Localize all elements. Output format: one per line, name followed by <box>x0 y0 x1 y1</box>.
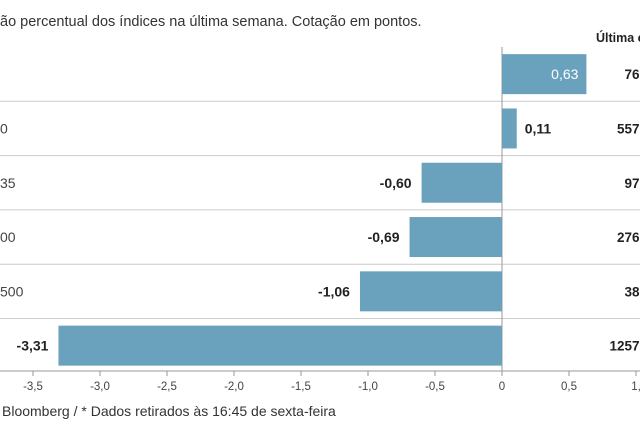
data-label: -3,31 <box>17 338 49 354</box>
bar <box>421 162 502 203</box>
bar <box>502 54 587 95</box>
last-value: 768 <box>624 67 640 82</box>
row-label: 35 <box>0 175 16 191</box>
last-value-column-header: Última c <box>596 31 640 45</box>
chart-subtitle: ão percentual dos índices na última sema… <box>0 14 422 30</box>
x-axis: -3,5 -3,0 -2,5 -2,0 -1,5 -1,0 -0,5 0 0,5 1, <box>0 370 640 393</box>
x-tick-label: -2,0 <box>224 381 244 393</box>
data-label: -0,69 <box>368 229 400 245</box>
data-label: -0,60 <box>380 175 412 191</box>
last-value: 2760 <box>617 230 640 245</box>
x-tick-label: -3,5 <box>23 381 43 393</box>
bar <box>502 108 517 149</box>
row-separators <box>0 47 640 371</box>
bar <box>359 271 502 312</box>
x-tick-label: 1, <box>631 381 640 393</box>
labels: 0,63 768 0 0,11 5575 35 -0,60 979 00 -0,69 2760 500… <box>0 66 640 354</box>
row-label: 0 <box>0 120 8 136</box>
source-note: Bloomberg / * Dados retirados às 16:45 d… <box>2 403 336 419</box>
x-tick-label: 0,5 <box>561 381 577 393</box>
x-tick-label: 0 <box>499 381 505 393</box>
data-label: 0,11 <box>525 120 552 136</box>
last-value: 979 <box>624 176 640 191</box>
bar <box>409 217 502 258</box>
x-tick-label: -2,5 <box>157 381 177 393</box>
bar-chart: 0,63 768 0 0,11 5575 35 -0,60 979 00 -0,69 2760 500… <box>0 47 640 393</box>
last-value: 385 <box>624 284 640 299</box>
bar <box>58 325 503 366</box>
x-tick-label: -1,5 <box>291 381 311 393</box>
x-tick-label: -0,5 <box>425 381 445 393</box>
x-tick-label: -1,0 <box>358 381 378 393</box>
last-value: 12579 <box>609 339 640 354</box>
data-label: 0,63 <box>551 66 578 82</box>
bars <box>58 54 587 366</box>
x-tick-label: -3,0 <box>90 381 110 393</box>
row-label: 500 <box>0 283 24 299</box>
last-value: 5575 <box>617 121 640 136</box>
data-label: -1,06 <box>318 283 350 299</box>
row-label: 00 <box>0 229 16 245</box>
